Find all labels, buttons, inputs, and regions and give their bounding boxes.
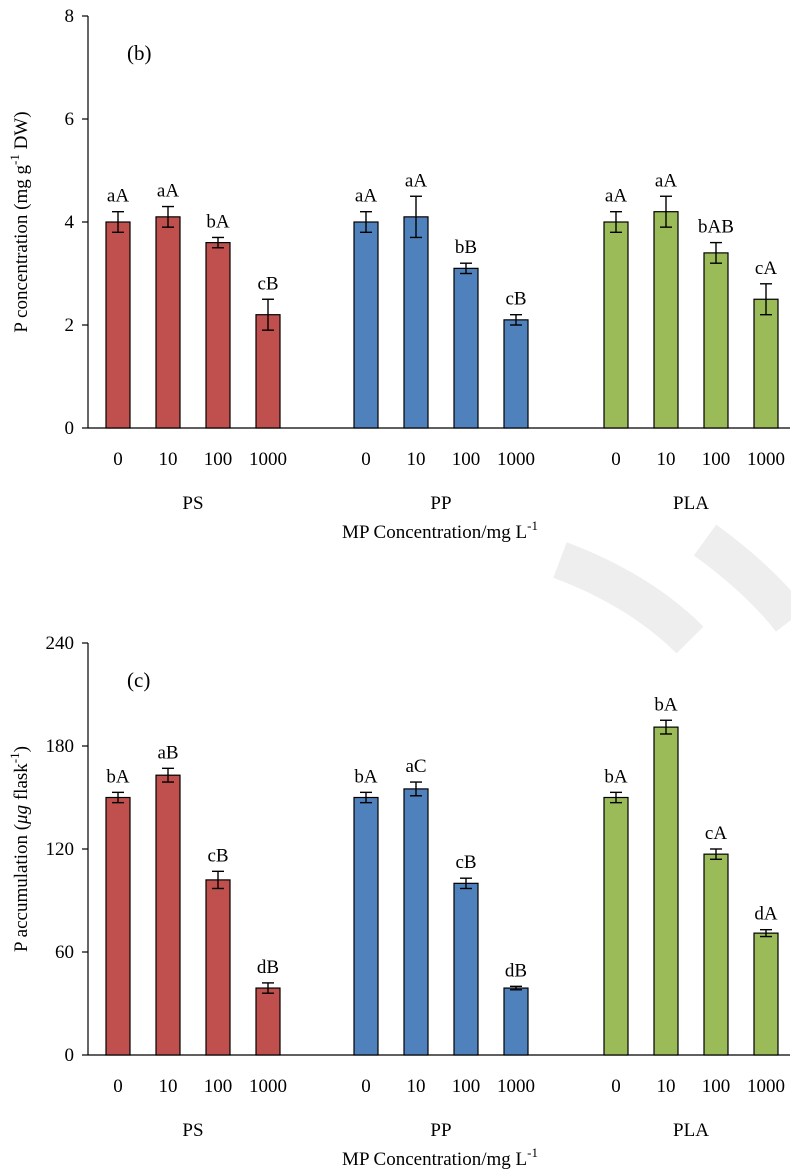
y-tick-label: 4 (65, 212, 75, 233)
panel-label: (b) (127, 41, 152, 65)
y-tick-label: 6 (65, 109, 75, 130)
significance-label: aA (605, 186, 627, 207)
x-tick-label: 100 (452, 449, 481, 470)
x-tick-label: 0 (361, 1076, 371, 1097)
x-tick-label: 100 (204, 1076, 233, 1097)
y-axis-title: P accumulation (μg flask-1) (7, 746, 32, 952)
bar-pp-100 (453, 882, 479, 1056)
significance-label: cB (257, 273, 278, 294)
x-axis-title: MP Concentration/mg L-1 (342, 518, 538, 543)
bar-pp-0 (353, 221, 379, 429)
x-tick-label: 1000 (249, 449, 287, 470)
group-label-pp: PP (430, 493, 451, 514)
significance-label: cB (207, 845, 228, 866)
significance-label: aA (655, 170, 677, 191)
x-tick-label: 1000 (747, 449, 785, 470)
group-label-pla: PLA (673, 493, 709, 514)
significance-label: dB (505, 960, 527, 981)
group-label-ps: PS (182, 1120, 203, 1141)
x-tick-label: 0 (361, 449, 371, 470)
x-tick-label: 1000 (497, 1076, 535, 1097)
y-tick-label: 240 (46, 633, 75, 654)
x-tick-label: 100 (452, 1076, 481, 1097)
bar-pla-0 (603, 221, 629, 429)
x-tick-label: 10 (159, 449, 178, 470)
x-tick-label: 10 (159, 1076, 178, 1097)
bar-pp-0 (353, 796, 379, 1056)
significance-label: aA (405, 170, 427, 191)
bar-pp-1000 (503, 319, 529, 429)
bar-ps-10 (155, 216, 181, 429)
chart-panel-b: 02468(b)aA0aA10bA100cB1000PSaA0aA10bB100… (7, 6, 790, 543)
significance-label: aA (355, 186, 377, 207)
bar-pp-10 (403, 788, 429, 1056)
bar-pla-10 (653, 211, 679, 429)
x-tick-label: 1000 (249, 1076, 287, 1097)
bar-pla-10 (653, 726, 679, 1056)
bar-pla-1000 (753, 298, 779, 429)
y-tick-label: 0 (65, 1045, 75, 1066)
bar-pp-100 (453, 267, 479, 429)
significance-label: bA (604, 766, 628, 787)
significance-label: cA (705, 823, 727, 844)
significance-label: aA (107, 186, 129, 207)
significance-label: dA (754, 904, 778, 925)
bar-pla-1000 (753, 932, 779, 1056)
y-tick-label: 60 (55, 942, 74, 963)
y-tick-label: 120 (46, 839, 75, 860)
significance-label: cA (755, 258, 777, 279)
significance-label: bA (206, 211, 230, 232)
x-tick-label: 1000 (497, 449, 535, 470)
significance-label: cB (455, 852, 476, 873)
bar-ps-100 (205, 879, 231, 1056)
group-label-pla: PLA (673, 1120, 709, 1141)
bar-ps-0 (105, 796, 131, 1056)
x-tick-label: 0 (113, 449, 123, 470)
y-tick-label: 180 (46, 736, 75, 757)
significance-label: dB (257, 957, 279, 978)
significance-label: bB (455, 237, 477, 258)
x-tick-label: 0 (611, 449, 621, 470)
chart-panel-c: 060120180240(c)bA0aB10cB100dB1000PSbA0aC… (7, 633, 790, 1169)
bar-ps-0 (105, 221, 131, 429)
x-tick-label: 0 (611, 1076, 621, 1097)
x-tick-label: 0 (113, 1076, 123, 1097)
significance-label: bA (654, 694, 678, 715)
significance-label: aA (157, 181, 179, 202)
x-tick-label: 100 (702, 1076, 731, 1097)
bar-pla-100 (703, 853, 729, 1056)
bar-ps-1000 (255, 314, 281, 429)
x-tick-label: 10 (657, 449, 676, 470)
x-tick-label: 100 (204, 449, 233, 470)
bar-ps-100 (205, 242, 231, 429)
group-label-pp: PP (430, 1120, 451, 1141)
y-axis-title: P concentration (mg g-1 DW) (7, 111, 32, 332)
significance-label: cB (505, 289, 526, 310)
y-tick-label: 8 (65, 6, 75, 27)
x-axis-title: MP Concentration/mg L-1 (342, 1145, 538, 1169)
significance-label: bA (354, 766, 378, 787)
bar-ps-10 (155, 774, 181, 1056)
bar-pp-1000 (503, 987, 529, 1056)
bar-ps-1000 (255, 987, 281, 1056)
significance-label: aB (157, 742, 178, 763)
x-tick-label: 10 (657, 1076, 676, 1097)
x-tick-label: 1000 (747, 1076, 785, 1097)
x-tick-label: 100 (702, 449, 731, 470)
bar-pp-10 (403, 216, 429, 429)
x-tick-label: 10 (407, 1076, 426, 1097)
significance-label: bA (106, 766, 130, 787)
group-label-ps: PS (182, 493, 203, 514)
significance-label: aC (405, 756, 426, 777)
y-tick-label: 2 (65, 315, 75, 336)
significance-label: bAB (698, 217, 734, 238)
bar-pla-0 (603, 796, 629, 1056)
x-tick-label: 10 (407, 449, 426, 470)
y-tick-label: 0 (65, 418, 75, 439)
bar-pla-100 (703, 252, 729, 429)
panel-label: (c) (127, 668, 150, 692)
